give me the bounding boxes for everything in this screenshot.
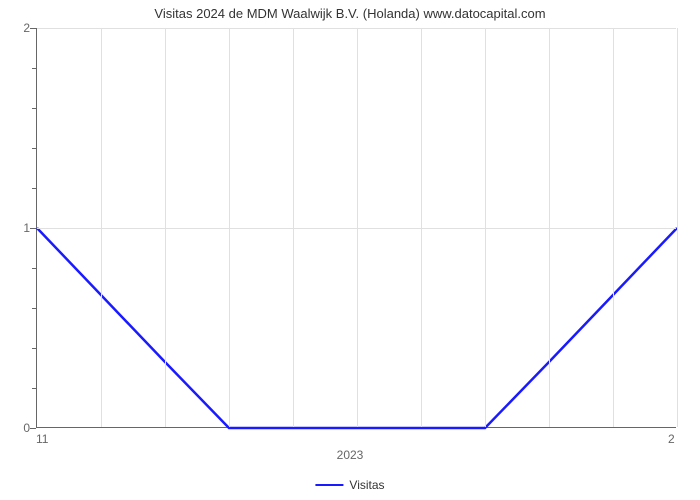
x-tick-label: 11: [36, 432, 48, 446]
grid-horizontal: [37, 228, 676, 229]
y-tick-label: 0: [23, 421, 30, 435]
y-tick-minor: [32, 268, 36, 269]
y-tick-minor: [32, 188, 36, 189]
legend: Visitas: [315, 478, 384, 492]
grid-vertical: [677, 28, 678, 427]
plot-area: [36, 28, 676, 428]
y-tick-label: 1: [23, 221, 30, 235]
y-tick-major: [30, 428, 36, 429]
x-axis-label: 2023: [337, 448, 364, 462]
y-tick-label: 2: [23, 21, 30, 35]
legend-line-swatch: [315, 484, 343, 487]
y-tick-minor: [32, 308, 36, 309]
chart-container: Visitas 2024 de MDM Waalwijk B.V. (Holan…: [0, 0, 700, 500]
grid-horizontal: [37, 28, 676, 29]
y-tick-major: [30, 28, 36, 29]
y-tick-minor: [32, 108, 36, 109]
legend-label: Visitas: [349, 478, 384, 492]
chart-title: Visitas 2024 de MDM Waalwijk B.V. (Holan…: [154, 6, 545, 21]
y-tick-minor: [32, 388, 36, 389]
y-tick-minor: [32, 348, 36, 349]
y-tick-minor: [32, 148, 36, 149]
x-tick-label: 2: [668, 432, 675, 446]
y-tick-major: [30, 228, 36, 229]
y-tick-minor: [32, 68, 36, 69]
